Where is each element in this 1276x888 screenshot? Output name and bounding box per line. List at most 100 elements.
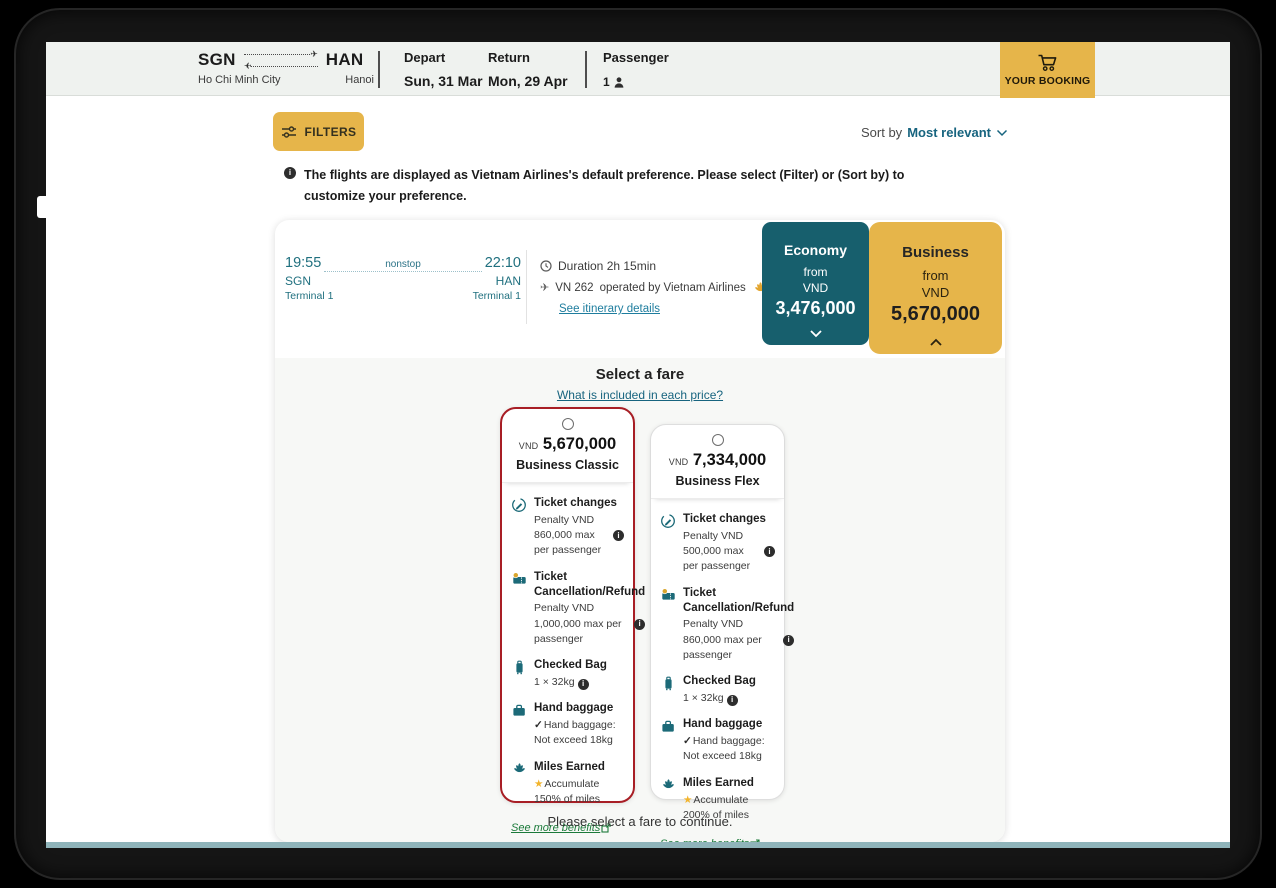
benefit-description: 1 × 32kg i xyxy=(683,691,756,706)
depart-label: Depart xyxy=(404,50,446,65)
fare-footer-note: Please select a fare to continue. xyxy=(547,814,733,829)
your-booking-label: YOUR BOOKING xyxy=(1004,75,1091,87)
fare-selection-area: Select a fare What is included in each p… xyxy=(275,358,1005,848)
stops-label: nonstop xyxy=(385,259,421,270)
benefit-description: Penalty VND 860,000 max per passenger i xyxy=(683,617,795,663)
benefit-title: Miles Earned xyxy=(534,760,605,773)
fare-radio[interactable] xyxy=(561,418,574,430)
plane-icon: ✈ xyxy=(540,282,550,294)
ticket-refund-icon xyxy=(511,570,528,648)
benefit-description: ★Accumulate 150% of miles xyxy=(534,777,600,805)
fare-benefit: Miles Earned ★Accumulate 150% of miles xyxy=(511,760,624,807)
cart-icon xyxy=(1038,54,1057,72)
filters-button[interactable]: FILTERS xyxy=(273,112,364,151)
route-summary: SGN ✈ ✈ HAN Ho Chi Minh City Hanoi xyxy=(198,48,374,87)
itinerary-details-link[interactable]: See itinerary details xyxy=(559,303,660,315)
bezel-notch xyxy=(37,196,46,218)
info-icon[interactable]: i xyxy=(634,618,646,630)
destination-code: HAN xyxy=(495,274,521,288)
external-link-icon xyxy=(601,823,611,833)
origin-code: SGN xyxy=(285,274,312,288)
info-icon[interactable]: i xyxy=(726,694,738,706)
benefit-description: ★Accumulate 200% of miles xyxy=(683,793,749,821)
fare-card-business-classic[interactable]: VND 5,670,000 Business Classic Ticket ch… xyxy=(500,407,645,834)
benefit-description: ✓Hand baggage: Not exceed 18kg xyxy=(534,719,616,747)
benefit-title: Hand baggage xyxy=(683,718,763,731)
passenger-label: Passenger xyxy=(603,50,669,65)
info-icon[interactable]: i xyxy=(783,634,795,646)
hand-baggage-icon xyxy=(660,717,677,764)
fare-name: Business Classic xyxy=(516,458,619,472)
fare-price: 7,334,000 xyxy=(692,451,767,469)
hand-baggage-icon xyxy=(511,701,528,748)
price-inclusion-link[interactable]: What is included in each price? xyxy=(556,388,724,402)
benefit-title: Miles Earned xyxy=(683,776,754,789)
sort-control[interactable]: Sort by Most relevant xyxy=(861,125,1008,140)
operated-by-text: operated by Vietnam Airlines xyxy=(599,281,746,294)
search-summary-bar: SGN ✈ ✈ HAN Ho Chi Minh City Hanoi Depar… xyxy=(46,42,1230,98)
return-date: Mon, 29 Apr xyxy=(488,73,568,89)
currency: VND xyxy=(668,457,689,467)
fare-section-title: Select a fare xyxy=(595,366,685,383)
benefit-title: Ticket changes xyxy=(534,497,617,509)
flight-details: Duration 2h 15min ✈ VN 262 operated by V… xyxy=(540,259,770,317)
fare-benefit: Ticket changes Penalty VND 860,000 max p… xyxy=(511,496,624,559)
checkmark-icon: ✓ xyxy=(534,719,543,732)
see-more-benefits-link[interactable]: See more benefits xyxy=(511,822,611,834)
destination-city: Hanoi xyxy=(345,74,374,86)
info-icon[interactable]: i xyxy=(577,678,589,690)
flight-number: VN 262 xyxy=(555,281,594,294)
cabin-tab-business[interactable]: Business from VND 5,670,000 xyxy=(869,222,1002,354)
info-icon[interactable]: i xyxy=(764,546,775,558)
cabin-tab-economy[interactable]: Economy from VND 3,476,000 xyxy=(762,222,869,345)
checkmark-icon: ✓ xyxy=(683,735,692,748)
chevron-down-icon[interactable] xyxy=(809,329,823,338)
cabin-name: Business xyxy=(902,244,969,261)
filter-sliders-icon xyxy=(281,125,296,138)
fare-benefit: Ticket Cancellation/Refund Penalty VND 1… xyxy=(511,570,645,648)
fare-card-business-flex[interactable]: VND 7,334,000 Business Flex Ticket chang… xyxy=(650,424,794,848)
chevron-up-icon[interactable] xyxy=(929,338,943,347)
miles-earned-icon xyxy=(660,776,677,823)
fare-benefit: Hand baggage ✓Hand baggage: Not exceed 1… xyxy=(511,701,624,748)
benefit-title: Ticket changes xyxy=(683,513,766,525)
fare-radio[interactable] xyxy=(711,434,724,446)
info-icon[interactable]: i xyxy=(613,530,624,542)
benefit-description: Penalty VND 860,000 max per passenger i xyxy=(534,513,624,559)
benefit-title: Ticket Cancellation/Refund xyxy=(534,570,646,598)
benefit-title: Ticket Cancellation/Refund xyxy=(683,586,795,614)
benefit-description: Penalty VND 500,000 max per passenger i xyxy=(683,529,775,575)
ticket-change-icon xyxy=(660,512,677,575)
origin-terminal: Terminal 1 xyxy=(285,290,334,302)
passenger-count: 1 xyxy=(603,75,610,89)
return-label: Return xyxy=(488,50,530,65)
screen: SGN ✈ ✈ HAN Ho Chi Minh City Hanoi Depar… xyxy=(46,42,1230,848)
fare-benefit: Checked Bag 1 × 32kg i xyxy=(511,658,624,690)
destination-code: HAN xyxy=(325,49,364,69)
your-booking-button[interactable]: YOUR BOOKING xyxy=(1000,42,1095,98)
fare-benefit: Checked Bag 1 × 32kg i xyxy=(660,674,775,706)
benefit-title: Hand baggage xyxy=(534,702,614,715)
checked-bag-icon xyxy=(511,658,528,690)
currency: VND xyxy=(518,441,539,451)
fare-benefit: Miles Earned ★Accumulate 200% of miles xyxy=(660,776,775,823)
flight-result-card: 19:55 nonstop 22:10 SGN HAN Terminal 1 T… xyxy=(275,220,1005,848)
fare-benefit: Ticket Cancellation/Refund Penalty VND 8… xyxy=(660,586,794,664)
benefit-title: Checked Bag xyxy=(683,675,756,688)
benefit-description: ✓Hand baggage: Not exceed 18kg xyxy=(683,735,765,763)
duration-text: Duration 2h 15min xyxy=(558,259,657,273)
origin-code: SGN xyxy=(198,49,236,69)
person-icon xyxy=(614,76,624,88)
star-icon: ★ xyxy=(534,777,544,790)
fare-price: 5,670,000 xyxy=(542,435,617,453)
passenger-summary: Passenger 1 xyxy=(603,50,669,89)
sort-value: Most relevant xyxy=(907,125,991,140)
currency: VND xyxy=(921,285,950,300)
divider xyxy=(378,51,380,88)
cabin-price: 5,670,000 xyxy=(891,303,980,325)
currency: VND xyxy=(802,281,829,295)
cabin-name: Economy xyxy=(783,242,847,258)
depart-summary: Depart Sun, 31 Mar xyxy=(404,50,483,89)
clock-icon xyxy=(540,260,552,272)
notice-text: The flights are displayed as Vietnam Air… xyxy=(304,168,905,203)
